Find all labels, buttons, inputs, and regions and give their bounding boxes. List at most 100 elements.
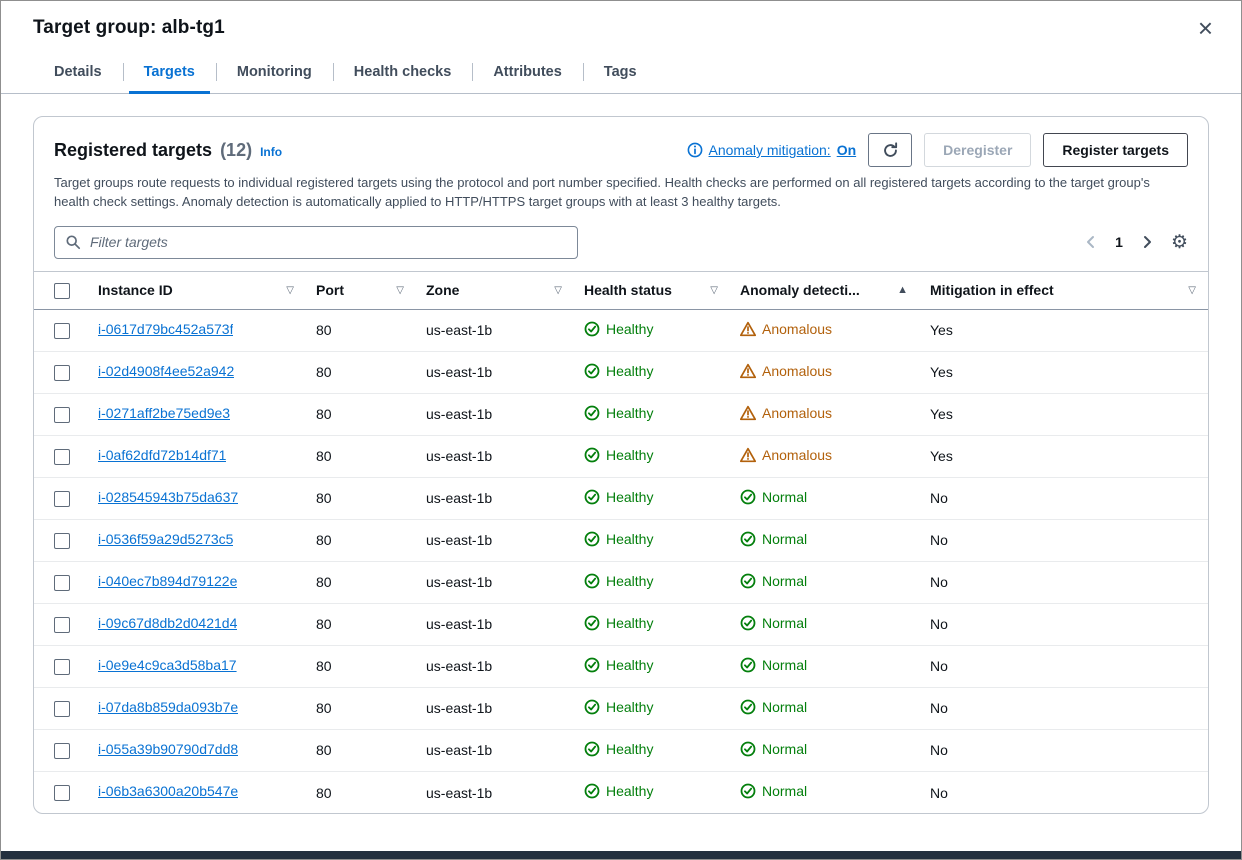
warning-triangle-icon (740, 405, 756, 421)
search-icon (65, 234, 81, 250)
sort-icon[interactable]: ▽ (554, 284, 562, 296)
table-row: i-0af62dfd72b14df71 80 us-east-1b Health… (34, 434, 1208, 478)
deregister-button[interactable]: Deregister (924, 133, 1032, 167)
instance-id-link[interactable]: i-040ec7b894d79122e (98, 572, 238, 589)
column-header-port[interactable]: Port (316, 282, 344, 299)
instance-id-link[interactable]: i-028545943b75da637 (98, 488, 239, 505)
health-status-cell: Healthy (574, 770, 730, 814)
tab-details[interactable]: Details (54, 64, 102, 80)
column-header-zone[interactable]: Zone (426, 282, 460, 299)
column-header-health-status[interactable]: Health status (584, 282, 672, 299)
row-checkbox[interactable] (54, 659, 70, 676)
row-checkbox[interactable] (54, 743, 70, 760)
row-checkbox[interactable] (54, 701, 70, 718)
tab-monitoring[interactable]: Monitoring (215, 51, 333, 93)
refresh-icon (882, 142, 899, 159)
sort-icon[interactable]: ▽ (1188, 284, 1196, 296)
mitigation-cell: Yes (920, 350, 1208, 394)
anomaly-mitigation-link[interactable]: Anomaly mitigation: On (687, 142, 856, 158)
healthy-check-circle-icon (584, 363, 600, 379)
filter-targets-input[interactable] (88, 233, 567, 252)
registered-targets-card: Registered targets (12) Info Anomaly mit… (33, 116, 1209, 815)
mitigation-cell: No (920, 728, 1208, 772)
tab-attributes[interactable]: Attributes (472, 51, 582, 93)
row-checkbox[interactable] (54, 491, 70, 508)
previous-page-button[interactable] (1083, 234, 1099, 250)
healthy-check-circle-icon (584, 783, 600, 799)
normal-check-circle-icon (740, 783, 756, 799)
instance-id-link[interactable]: i-07da8b859da093b7e (98, 698, 239, 715)
health-status-cell: Healthy (574, 392, 730, 436)
anomaly-detection-cell: Normal (730, 602, 920, 646)
sort-icon[interactable]: ▽ (396, 284, 404, 296)
sort-icon[interactable]: ▽ (710, 284, 718, 296)
table-row: i-040ec7b894d79122e 80 us-east-1b Health… (34, 560, 1208, 604)
mitigation-cell: No (920, 644, 1208, 688)
mitigation-cell: Yes (920, 434, 1208, 478)
row-checkbox[interactable] (54, 785, 70, 802)
healthy-check-circle-icon (584, 405, 600, 421)
pagination: 1 ⚙ (1083, 233, 1188, 252)
sort-icon[interactable]: ▽ (286, 284, 294, 296)
tab-health-checks[interactable]: Health checks (332, 51, 473, 93)
table-row: i-02d4908f4ee52a942 80 us-east-1b Health… (34, 350, 1208, 394)
row-checkbox[interactable] (54, 533, 70, 550)
instance-id-link[interactable]: i-0271aff2be75ed9e3 (98, 404, 231, 421)
row-checkbox[interactable] (54, 323, 70, 340)
filter-targets-box[interactable] (54, 225, 578, 259)
port-cell: 80 (306, 644, 416, 688)
healthy-check-circle-icon (584, 741, 600, 757)
current-page-number[interactable]: 1 (1115, 234, 1123, 251)
normal-check-circle-icon (740, 615, 756, 631)
mitigation-cell: No (920, 476, 1208, 520)
instance-id-link[interactable]: i-02d4908f4ee52a942 (98, 362, 235, 379)
row-checkbox[interactable] (54, 617, 70, 634)
register-targets-button[interactable]: Register targets (1043, 133, 1188, 167)
anomaly-detection-cell: Normal (730, 770, 920, 814)
sort-asc-icon[interactable]: ▲ (897, 284, 908, 297)
health-status-cell: Healthy (574, 518, 730, 562)
mitigation-cell: No (920, 518, 1208, 562)
settings-gear-icon[interactable]: ⚙ (1170, 231, 1188, 253)
zone-cell: us-east-1b (416, 686, 574, 730)
row-checkbox[interactable] (54, 365, 70, 382)
instance-id-link[interactable]: i-0af62dfd72b14df71 (98, 446, 227, 463)
column-header-mitigation-in-effect[interactable]: Mitigation in effect (930, 282, 1054, 299)
health-status-cell: Healthy (574, 309, 730, 351)
close-icon[interactable]: × (1197, 13, 1213, 43)
table-row: i-06b3a6300a20b547e 80 us-east-1b Health… (34, 770, 1208, 814)
anomaly-detection-cell: Anomalous (730, 434, 920, 478)
healthy-check-circle-icon (584, 657, 600, 673)
normal-check-circle-icon (740, 489, 756, 505)
chevron-left-icon (1083, 234, 1099, 250)
tab-tags[interactable]: Tags (582, 51, 658, 93)
instance-id-link[interactable]: i-0617d79bc452a573f (98, 320, 234, 337)
zone-cell: us-east-1b (416, 728, 574, 772)
next-page-button[interactable] (1139, 234, 1155, 250)
healthy-check-circle-icon (584, 573, 600, 589)
port-cell: 80 (306, 434, 416, 478)
anomaly-detection-cell: Anomalous (730, 309, 920, 351)
health-status-cell: Healthy (574, 476, 730, 520)
column-header-instance-id[interactable]: Instance ID (98, 282, 173, 299)
row-checkbox[interactable] (54, 449, 70, 466)
instance-id-link[interactable]: i-09c67d8db2d0421d4 (98, 614, 238, 631)
instance-id-link[interactable]: i-0e9e4c9ca3d58ba17 (98, 656, 237, 673)
health-status-cell: Healthy (574, 434, 730, 478)
instance-id-link[interactable]: i-0536f59a29d5273c5 (98, 530, 234, 547)
refresh-button[interactable] (868, 133, 913, 167)
mitigation-cell: Yes (920, 392, 1208, 436)
row-checkbox[interactable] (54, 575, 70, 592)
port-cell: 80 (306, 602, 416, 646)
row-checkbox[interactable] (54, 407, 70, 424)
select-all-checkbox[interactable] (54, 282, 70, 299)
instance-id-link[interactable]: i-055a39b90790d7dd8 (98, 740, 239, 757)
column-header-anomaly-detection[interactable]: Anomaly detecti... (740, 282, 860, 299)
info-link[interactable]: Info (260, 144, 283, 159)
table-row: i-028545943b75da637 80 us-east-1b Health… (34, 476, 1208, 520)
table-row: i-0536f59a29d5273c5 80 us-east-1b Health… (34, 518, 1208, 562)
anomaly-mitigation-label: Anomaly mitigation: (708, 142, 831, 158)
instance-id-link[interactable]: i-06b3a6300a20b547e (98, 783, 239, 800)
tab-targets[interactable]: Targets (122, 51, 216, 94)
